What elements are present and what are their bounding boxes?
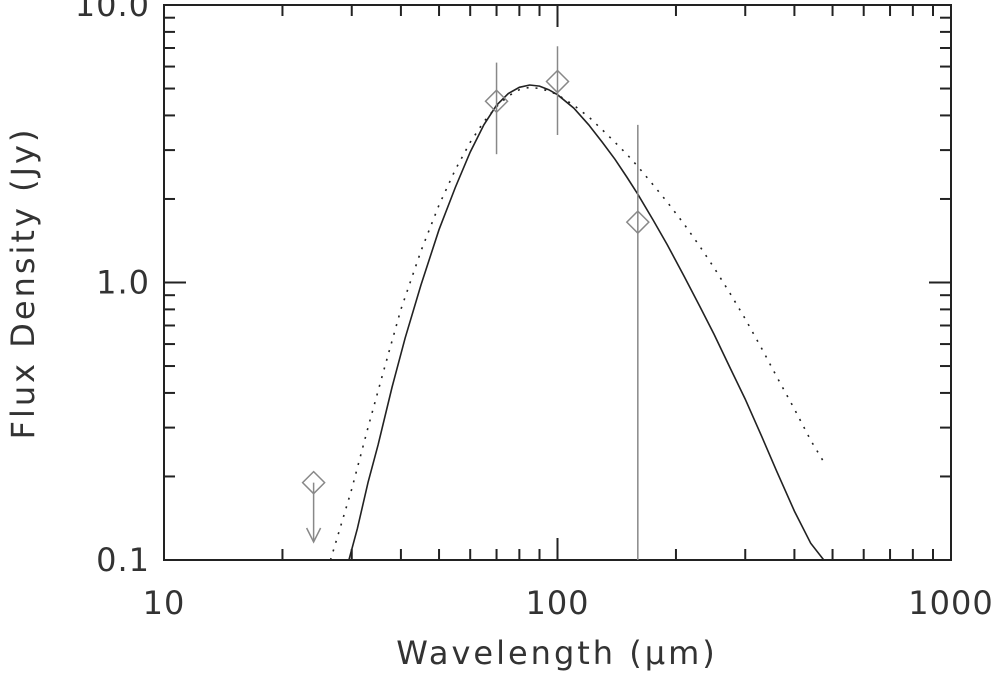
- y-axis-title: Flux Density (Jy): [4, 127, 42, 440]
- y-tick-label: 10.0: [75, 0, 150, 24]
- diamond-marker: [484, 89, 509, 114]
- model-curves: [329, 84, 827, 561]
- model-curve-solid: [348, 84, 825, 561]
- data-point: [484, 62, 509, 155]
- y-tick-label: 1.0: [96, 264, 150, 302]
- y-tick-label: 0.1: [96, 541, 150, 579]
- data-points: [301, 46, 650, 560]
- x-tick-label: 10: [143, 584, 186, 622]
- data-point: [301, 470, 326, 544]
- upper-limit-arrow-head: [305, 527, 322, 544]
- x-tick-labels: 10 100 1000: [143, 584, 993, 622]
- diamond-marker: [545, 69, 570, 94]
- x-tick-label: 1000: [908, 584, 993, 622]
- x-tick-label: 100: [525, 584, 589, 622]
- axis-ticks: [163, 4, 951, 561]
- model-curve-dotted: [329, 86, 827, 561]
- diamond-marker: [625, 210, 650, 235]
- x-axis-title: Wavelength (μm): [396, 634, 718, 672]
- data-point: [625, 124, 650, 560]
- data-point: [545, 46, 570, 136]
- diamond-marker: [301, 470, 326, 495]
- y-tick-labels: 0.1 1.0 10.0: [75, 0, 150, 579]
